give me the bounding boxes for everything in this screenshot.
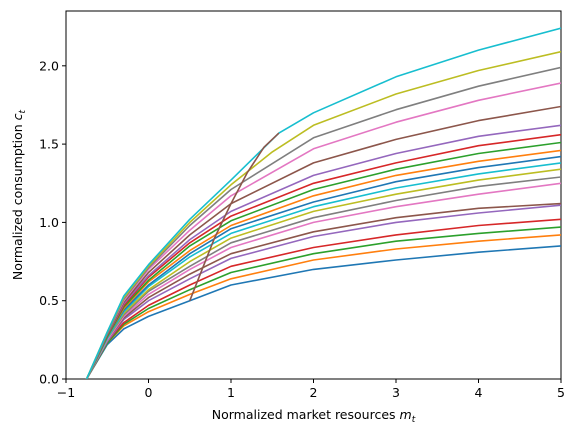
- y-tick-label: 1.0: [39, 215, 59, 230]
- y-axis-ticks: 0.0 0.5 1.0 1.5 2.0: [39, 58, 66, 387]
- y-axis-label-text: Normalized consumption: [10, 124, 25, 280]
- series-line-4: [85, 204, 561, 379]
- x-tick-label: 4: [475, 385, 483, 400]
- x-tick-label: 1: [227, 385, 235, 400]
- x-axis-ticks: −1 0 1 2 3 4 5: [57, 379, 565, 400]
- series-line-15: [85, 105, 561, 379]
- y-tick-label: 0.0: [39, 372, 59, 387]
- y-axis-label: Normalized consumption ct: [10, 109, 28, 280]
- series-line-16: [85, 82, 561, 379]
- x-axis-label: Normalized market resources mt: [212, 407, 416, 425]
- x-tick-label: 3: [392, 385, 400, 400]
- x-tick-label: 5: [557, 385, 565, 400]
- series-line-6: [85, 182, 561, 379]
- series-line-3: [85, 218, 561, 379]
- x-axis-label-text: Normalized market resources: [212, 407, 396, 422]
- y-axis-label-symbol: c: [10, 113, 25, 120]
- series-line-2: [85, 226, 561, 379]
- y-tick-label: 0.5: [39, 293, 59, 308]
- x-tick-label: 0: [145, 385, 153, 400]
- series-layer: [85, 27, 561, 379]
- x-tick-label: −1: [57, 385, 75, 400]
- series-line-5: [85, 202, 561, 379]
- y-tick-label: 1.5: [39, 137, 59, 152]
- series-line-9: [85, 162, 561, 379]
- x-axis-label-subscript: t: [412, 415, 416, 425]
- x-axis-label-symbol: m: [400, 407, 412, 422]
- series-line-0: [85, 245, 561, 379]
- series-line-17: [85, 66, 561, 379]
- series-line-20: [189, 132, 280, 301]
- series-line-19: [85, 27, 561, 379]
- x-tick-label: 2: [310, 385, 318, 400]
- y-axis-label-subscript: t: [18, 109, 28, 113]
- y-tick-label: 2.0: [39, 58, 59, 73]
